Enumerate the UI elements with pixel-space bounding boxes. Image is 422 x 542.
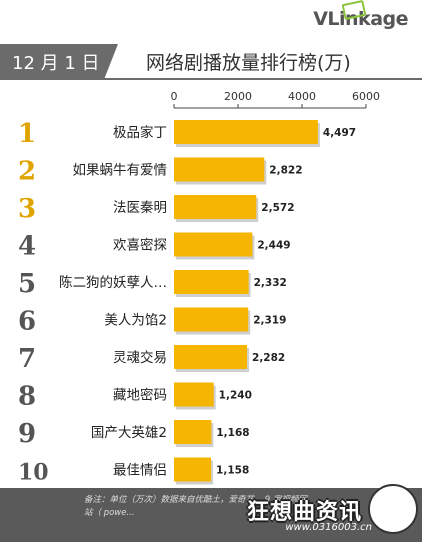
rank-number: 10 <box>18 460 49 486</box>
rank-number: 7 <box>18 344 36 374</box>
bar <box>174 307 249 332</box>
value-label: 2,822 <box>269 165 302 177</box>
category-label: 最佳情侣 <box>113 463 167 479</box>
category-label: 美人为馅2 <box>104 313 167 329</box>
watermark-url: www.0316003.cn <box>285 522 372 533</box>
value-label: 2,282 <box>252 352 285 364</box>
vlinkage-logo: VLinkage <box>313 0 408 30</box>
value-label: 2,319 <box>253 315 286 327</box>
bar <box>174 420 212 444</box>
category-label: 极品家丁 <box>113 124 167 141</box>
logo-text: VLinkage <box>313 8 408 30</box>
rank-number: 6 <box>18 307 36 337</box>
category-label: 法医秦明 <box>113 200 167 216</box>
value-label: 1,168 <box>216 427 249 439</box>
value-label: 1,240 <box>219 390 252 402</box>
date-tab: 12 月 1 日 <box>0 44 118 80</box>
x-tick-label: 6000 <box>352 90 380 103</box>
bar <box>174 157 265 182</box>
category-label: 欢喜密探 <box>113 237 167 254</box>
mascot-icon <box>368 484 418 534</box>
chart-title: 网络剧播放量排行榜(万) <box>146 52 351 74</box>
bar <box>174 382 214 407</box>
watermark-title: 狂想曲资讯 <box>246 500 362 525</box>
rank-number: 9 <box>18 419 36 449</box>
footer: 备注：单位（万次）数据来自优酷土，爱奇艺... 9 家视频网站（ powe...… <box>0 484 422 542</box>
value-label: 1,158 <box>216 465 249 477</box>
category-label: 陈二狗的妖孽人… <box>59 274 167 291</box>
bar <box>174 195 257 219</box>
rank-number: 5 <box>18 269 36 299</box>
bar <box>174 270 249 294</box>
date-label: 12 月 1 日 <box>12 53 100 74</box>
value-label: 2,332 <box>254 277 287 289</box>
x-tick-label: 4000 <box>288 90 316 103</box>
bar <box>174 232 253 257</box>
rank-number: 3 <box>18 194 36 224</box>
value-label: 4,497 <box>323 127 356 139</box>
rank-number: 1 <box>18 119 36 149</box>
bar <box>174 120 318 144</box>
bar <box>174 345 248 369</box>
value-label: 2,449 <box>257 240 290 252</box>
category-label: 国产大英雄2 <box>91 424 167 441</box>
footer-note: 备注：单位（万次）数据来自优酷土，爱奇艺... 9 家视频网站（ powe... <box>84 495 307 518</box>
category-label: 藏地密码 <box>113 387 167 404</box>
x-tick-label: 0 <box>171 90 178 103</box>
ranking-bar-chart: 0 2000 4000 6000 1 极品家丁 4,497 2 如果蜗牛有爱情 2,822 3 法医秦… <box>18 90 380 486</box>
category-label: 如果蜗牛有爱情 <box>73 163 168 179</box>
value-label: 2,572 <box>261 202 294 214</box>
bar <box>174 457 212 482</box>
rank-number: 2 <box>18 157 36 187</box>
category-label: 灵魂交易 <box>113 349 167 366</box>
rank-number: 8 <box>18 382 36 412</box>
x-tick-label: 2000 <box>224 90 252 103</box>
rank-number: 4 <box>18 232 36 262</box>
header-divider <box>100 78 422 80</box>
